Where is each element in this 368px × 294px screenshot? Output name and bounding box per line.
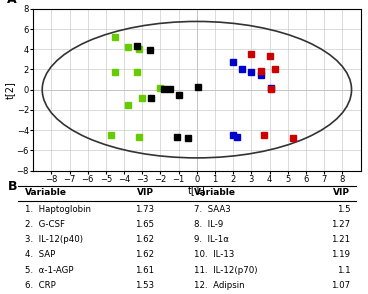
- Text: 7.  SAA3: 7. SAA3: [194, 205, 231, 214]
- Text: A: A: [7, 0, 17, 6]
- Text: 1.07: 1.07: [331, 280, 350, 290]
- Text: 12.  Adipsin: 12. Adipsin: [194, 280, 245, 290]
- Text: 9.  IL-1α: 9. IL-1α: [194, 235, 230, 244]
- Text: 1.53: 1.53: [135, 280, 154, 290]
- Text: 8.  IL-9: 8. IL-9: [194, 220, 224, 229]
- Text: 1.27: 1.27: [331, 220, 350, 229]
- Text: B: B: [8, 180, 18, 193]
- Text: 3.  IL-12(p40): 3. IL-12(p40): [25, 235, 83, 244]
- Text: Variable: Variable: [194, 188, 237, 197]
- Text: 6.  CRP: 6. CRP: [25, 280, 56, 290]
- Text: VIP: VIP: [333, 188, 350, 197]
- X-axis label: t[1]: t[1]: [188, 185, 206, 195]
- Text: 1.62: 1.62: [135, 250, 154, 260]
- Text: 1.5: 1.5: [337, 205, 350, 214]
- Text: 2.  G-CSF: 2. G-CSF: [25, 220, 65, 229]
- Text: 1.65: 1.65: [135, 220, 154, 229]
- Text: 1.61: 1.61: [135, 265, 154, 275]
- Text: 1.21: 1.21: [331, 235, 350, 244]
- Text: 1.73: 1.73: [135, 205, 154, 214]
- Text: 4.  SAP: 4. SAP: [25, 250, 56, 260]
- Text: 10.  IL-13: 10. IL-13: [194, 250, 235, 260]
- Text: 1.19: 1.19: [331, 250, 350, 260]
- Text: 11.  IL-12(p70): 11. IL-12(p70): [194, 265, 258, 275]
- Text: VIP: VIP: [137, 188, 154, 197]
- Text: 1.62: 1.62: [135, 235, 154, 244]
- Text: Variable: Variable: [25, 188, 67, 197]
- Text: 5.  α-1-AGP: 5. α-1-AGP: [25, 265, 74, 275]
- Y-axis label: t[2]: t[2]: [5, 81, 15, 98]
- Text: 1.  Haptoglobin: 1. Haptoglobin: [25, 205, 91, 214]
- Text: 1.1: 1.1: [337, 265, 350, 275]
